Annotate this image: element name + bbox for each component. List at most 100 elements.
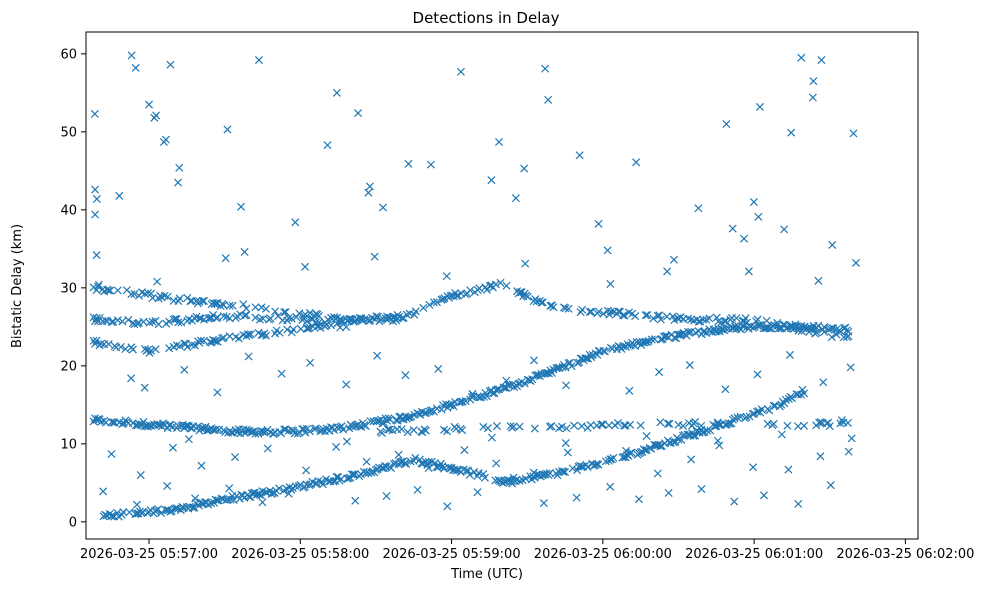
track-point (134, 318, 143, 327)
scatter-point (722, 120, 731, 129)
scatter-point (749, 198, 758, 207)
scatter-point (91, 210, 100, 219)
track-point (578, 305, 587, 314)
track-point (465, 470, 474, 479)
track-point (613, 419, 623, 428)
track-point (251, 429, 260, 438)
scatter-point (826, 481, 835, 490)
track-point (446, 291, 455, 300)
scatter-point (808, 93, 817, 102)
scatter-point (365, 182, 374, 191)
track-point (420, 409, 429, 418)
scatter-point (740, 234, 749, 243)
scatter-point (90, 109, 99, 118)
track-point (258, 487, 267, 496)
track-point (753, 321, 762, 330)
track-point (411, 307, 420, 316)
track-point (626, 420, 635, 429)
track-point (482, 392, 491, 401)
track-point (403, 428, 412, 437)
track-point (743, 318, 752, 327)
track-point (815, 418, 824, 427)
track-point (347, 470, 356, 479)
track-point (843, 418, 852, 427)
track-point (339, 425, 348, 434)
scatter-point (394, 450, 403, 459)
scatter-point (753, 370, 762, 379)
y-tick: 20 (60, 359, 86, 374)
scatter-point (520, 164, 529, 173)
track-point (564, 304, 573, 313)
track-point (626, 449, 635, 458)
scatter-point (529, 468, 538, 477)
scatter-point (655, 368, 664, 377)
track-point (494, 385, 503, 394)
y-tick: 50 (60, 125, 86, 140)
track-point (800, 421, 809, 430)
track-point (773, 318, 782, 327)
track-point (305, 427, 314, 436)
track-point (97, 339, 106, 348)
scatter-point (785, 350, 794, 359)
track-point (537, 298, 546, 307)
track-point (397, 425, 406, 434)
scatter-point (191, 494, 200, 503)
scatter-point (754, 212, 763, 221)
track-point (261, 488, 270, 497)
track-point (212, 425, 221, 434)
track-point (301, 310, 310, 319)
scatter-point (424, 463, 433, 473)
track-point (769, 419, 778, 428)
track-point (800, 389, 809, 398)
scatter-point (777, 430, 786, 439)
track-point (165, 317, 174, 326)
track-point (266, 314, 275, 323)
y-tick-label: 10 (60, 437, 77, 452)
scatter-point (277, 369, 286, 378)
track-point (311, 318, 320, 327)
track-point (732, 314, 741, 323)
track-point (109, 317, 118, 326)
scatter-point (107, 449, 116, 459)
track-point (483, 424, 492, 433)
track-point (426, 406, 435, 415)
x-axis-label: Time (UTC) (450, 567, 523, 582)
track-point (492, 422, 501, 431)
track-point (631, 312, 640, 321)
track-point (188, 503, 197, 512)
track-point (530, 424, 539, 433)
track-point (493, 385, 502, 394)
track-point (538, 470, 547, 480)
track-point (643, 310, 652, 320)
track-point (284, 314, 293, 323)
track-point (669, 438, 678, 447)
scatter-point (136, 471, 145, 480)
track-point (385, 425, 394, 434)
x-tick-label: 2026-03-25 06:01:00 (685, 547, 823, 562)
track-point (119, 508, 128, 517)
track-point (187, 340, 196, 349)
track-point (213, 337, 222, 346)
track-point (320, 318, 330, 327)
scatter-point (642, 432, 651, 441)
track-point (402, 459, 411, 468)
track-point (698, 428, 707, 437)
scatter-point (225, 484, 234, 493)
track-point (314, 311, 323, 321)
track-point (307, 314, 316, 323)
track-point (242, 311, 251, 320)
track-point (166, 507, 175, 516)
track-point (641, 311, 650, 320)
track-point (714, 317, 723, 326)
track-point (618, 453, 627, 462)
scatter-point (460, 446, 469, 455)
track-point (154, 320, 163, 329)
scatter-point (846, 363, 855, 372)
track-point (647, 335, 656, 344)
scatter-point (595, 346, 604, 356)
track-point (246, 330, 255, 339)
scatter-point (223, 125, 232, 134)
x-tick: 2026-03-25 05:59:00 (383, 539, 521, 562)
track-point (292, 313, 301, 322)
scatter-point (809, 77, 818, 86)
